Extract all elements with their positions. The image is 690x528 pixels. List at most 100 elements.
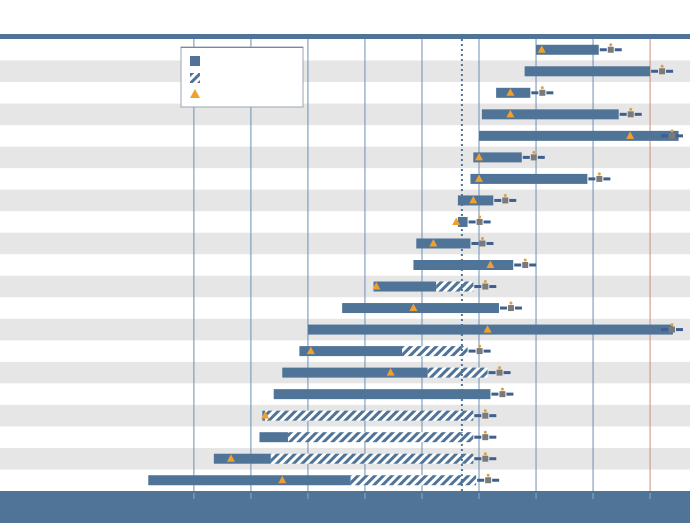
craft-panel [486, 241, 494, 245]
craft-panel [489, 435, 497, 439]
craft-panel [614, 48, 622, 52]
craft-panel [483, 220, 491, 224]
mission-bar-active [496, 87, 531, 98]
craft-body [482, 455, 489, 462]
mission-bar-active [282, 367, 428, 378]
craft-panel [483, 349, 491, 353]
mission-bar-active [481, 109, 619, 120]
legend-hatch-swatch [190, 73, 200, 83]
milestone-marker [469, 195, 478, 204]
rover-icon [531, 86, 554, 96]
craft-panel [661, 328, 668, 332]
craft-body [496, 369, 503, 376]
craft-antenna [509, 301, 513, 305]
craft-antenna [609, 43, 613, 47]
craft-panel [537, 155, 545, 159]
spacecraft-icon [474, 430, 497, 441]
milestone-marker [386, 368, 395, 376]
craft-panel [491, 392, 499, 396]
milestone-marker [306, 346, 315, 355]
craft-panel [509, 198, 517, 202]
spacecraft-images [468, 43, 683, 484]
spacecraft-icon [499, 301, 522, 312]
legend [180, 46, 304, 108]
craft-panel [492, 478, 500, 482]
milestone-markers [226, 45, 635, 484]
craft-body [499, 391, 506, 398]
milestone-marker [475, 152, 484, 161]
craft-antenna [532, 150, 536, 154]
mission-bar-active [373, 281, 437, 292]
craft-panel [599, 48, 607, 52]
mission-bar-active [299, 346, 403, 357]
mission-bar-active [479, 130, 679, 141]
milestone-marker [626, 131, 635, 139]
craft-panel [514, 306, 522, 310]
craft-panel [531, 91, 539, 95]
spacecraft-icon [661, 129, 683, 139]
spacecraft-icon [468, 344, 491, 355]
craft-panel [474, 285, 482, 289]
craft-panel [474, 457, 482, 461]
milestone-marker [429, 238, 438, 247]
rover-icon [471, 236, 494, 247]
spacecraft-icon [651, 64, 674, 75]
craft-antenna [500, 387, 504, 391]
mission-bar-active [416, 238, 471, 249]
craft-body [502, 197, 509, 204]
row-stripe [0, 232, 690, 255]
mission-bar-active [413, 260, 514, 270]
craft-panel [474, 414, 482, 418]
craft-panel [503, 371, 511, 375]
milestone-marker [372, 282, 381, 290]
craft-body [596, 175, 603, 182]
craft-body [485, 477, 492, 484]
craft-antenna [540, 86, 544, 90]
mission-bars [148, 44, 679, 486]
milestone-marker [452, 217, 461, 225]
craft-body [669, 326, 675, 333]
mission-bar-active [213, 453, 271, 464]
legend-solid-swatch [190, 56, 200, 66]
spacecraft-icon [474, 280, 497, 290]
craft-body [476, 218, 483, 225]
mission-bar-extended [427, 367, 488, 378]
legend-milestone-swatch [190, 89, 200, 98]
spacecraft-icon [488, 366, 511, 376]
craft-antenna [498, 366, 502, 370]
mission-bar-active [457, 216, 468, 227]
craft-body [669, 132, 675, 139]
mission-bar-active [273, 389, 491, 400]
milestone-marker [483, 325, 492, 333]
milestone-marker [226, 454, 235, 462]
mission-bar-extended [265, 410, 474, 421]
rover-icon [661, 323, 683, 333]
mission-bar-active [148, 475, 351, 486]
craft-panel [546, 91, 554, 95]
craft-panel [471, 241, 479, 245]
row-stripes [0, 60, 690, 470]
row-stripe [0, 60, 690, 83]
craft-body [476, 348, 483, 355]
row-stripe [0, 146, 690, 169]
spacecraft-icon [494, 193, 517, 204]
milestone-marker [278, 475, 287, 484]
mission-bar-extended [270, 453, 474, 464]
craft-panel [676, 328, 683, 332]
spacecraft-icon [522, 150, 545, 161]
mission-bar-active [536, 44, 599, 55]
craft-panel [529, 263, 537, 267]
craft-antenna [483, 280, 487, 284]
mission-bar-active [342, 303, 499, 314]
craft-body [482, 283, 489, 290]
craft-panel [494, 198, 502, 202]
craft-panel [603, 177, 611, 181]
spacecraft-icon [619, 107, 642, 118]
mission-bar-extended [287, 432, 474, 443]
mission-bar-active [307, 324, 673, 335]
craft-panel [489, 457, 497, 461]
milestone-marker [486, 260, 495, 268]
craft-antenna [483, 430, 487, 434]
mission-bar-active [470, 173, 588, 184]
